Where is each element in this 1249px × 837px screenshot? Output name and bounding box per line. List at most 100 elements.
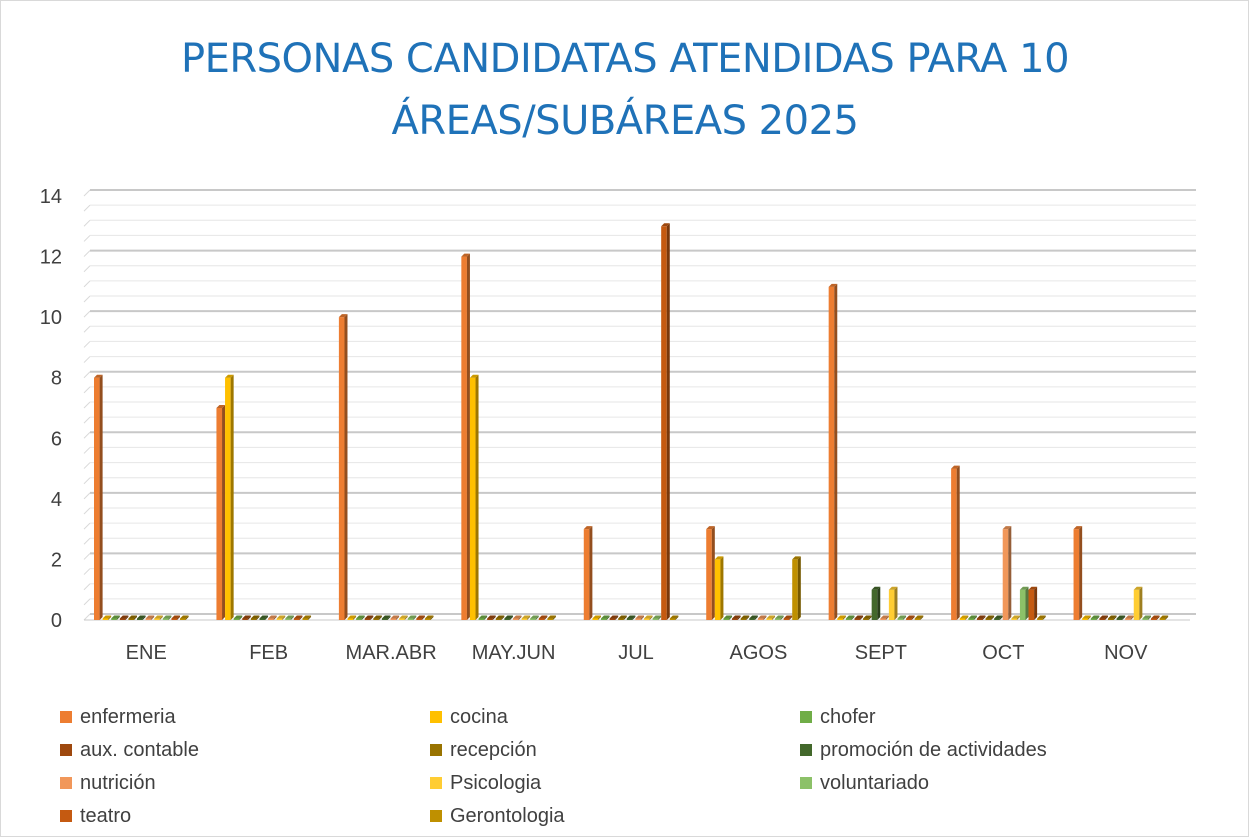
bar-top	[1142, 615, 1151, 619]
bar-front	[643, 618, 650, 620]
bar-front	[373, 618, 379, 620]
bar-side	[159, 615, 163, 620]
bar-enfermeria-feb	[216, 405, 226, 620]
bar-side	[222, 405, 226, 620]
bar-side	[911, 615, 915, 620]
bar-side	[518, 615, 522, 620]
bar-recepci-n-oct	[985, 615, 995, 620]
bar-side	[991, 615, 995, 620]
x-tick-label: NOV	[1104, 642, 1148, 664]
gridline-depth	[83, 613, 91, 621]
bar-recepci-n-sept	[863, 615, 872, 620]
bar-side	[177, 615, 180, 620]
legend-swatch	[430, 777, 442, 789]
bar-front	[128, 618, 134, 620]
bar-top	[792, 556, 801, 560]
bar-front	[216, 408, 223, 620]
bar-top	[381, 615, 391, 619]
bar-top	[390, 615, 400, 619]
bar-side	[675, 615, 679, 620]
legend-label: enfermeria	[80, 705, 176, 728]
bar-nutrici-n-nov	[1125, 615, 1134, 620]
bar-recepci-n-mar.abr	[373, 615, 382, 620]
bar-front	[285, 618, 291, 620]
bar-enfermeria-mar.abr	[338, 314, 348, 620]
gridline-depth	[83, 416, 91, 424]
bar-front	[259, 618, 266, 620]
bar-side	[185, 615, 189, 620]
bar-front	[1125, 618, 1131, 620]
bar-front	[959, 618, 966, 620]
bar-side	[501, 615, 505, 620]
x-tick-label: OCT	[982, 642, 1024, 664]
bar-side	[230, 374, 234, 620]
bar-promoci-n-de-actividades-may.jun	[504, 615, 513, 620]
bar-promoci-n-de-actividades-ene	[137, 615, 146, 620]
bar-front	[766, 618, 773, 620]
bar-cocina-jul	[592, 615, 601, 620]
gridline-depth	[83, 325, 91, 333]
bar-front	[495, 618, 502, 620]
x-tick-label: FEB	[249, 642, 288, 664]
bar-teatro-agos	[783, 615, 793, 620]
bar-front	[487, 618, 493, 620]
bar-side	[404, 615, 408, 620]
legend-item: teatro	[60, 805, 131, 827]
gridline-depth	[83, 553, 91, 560]
bar-top	[94, 374, 103, 378]
bar-front	[592, 618, 598, 620]
x-tick-label: MAY.JUN	[472, 642, 556, 664]
bar-front	[863, 618, 869, 620]
x-tick-label: ENE	[126, 642, 167, 664]
bar-top	[137, 615, 146, 619]
y-tick-label: 2	[51, 549, 62, 571]
bar-voluntariado-may.jun	[530, 615, 539, 620]
bar-top	[225, 374, 234, 378]
bar-top	[216, 405, 226, 408]
bar-cocina-ene	[102, 615, 112, 620]
bar-side	[965, 615, 969, 620]
x-tick-label: SEPT	[855, 642, 907, 664]
bar-enfermeria-oct	[951, 465, 960, 620]
bar-side	[1147, 615, 1151, 620]
bar-side	[789, 615, 793, 620]
bar-top	[111, 615, 120, 619]
bar-side	[597, 615, 601, 620]
bar-top	[276, 615, 286, 619]
bar-top	[618, 615, 627, 619]
bar-aux-contable-sept	[854, 615, 864, 620]
bar-side	[860, 615, 864, 620]
y-tick-label: 10	[40, 307, 62, 329]
bar-promoci-n-de-actividades-agos	[749, 615, 758, 620]
bar-top	[512, 615, 522, 619]
bar-teatro-nov	[1150, 615, 1160, 620]
bar-top	[538, 615, 548, 619]
bar-front	[145, 618, 152, 620]
bar-side	[239, 615, 243, 620]
bar-side	[466, 253, 470, 621]
bar-cocina-oct	[959, 615, 969, 620]
bar-top	[880, 615, 889, 619]
bar-side	[1113, 615, 1117, 620]
bar-side	[247, 615, 251, 620]
bar-front	[1011, 618, 1017, 620]
gridline-depth	[83, 583, 91, 591]
gridline-depth	[83, 462, 91, 469]
bar-nutrici-n-oct	[1002, 526, 1012, 620]
bar-front	[268, 618, 274, 620]
bar-side	[999, 615, 1003, 620]
bar-side	[142, 615, 146, 620]
bar-top	[285, 615, 294, 619]
legend-swatch	[60, 810, 72, 822]
legend-label: nutrición	[80, 771, 156, 794]
gridline-depth	[83, 280, 91, 288]
bar-gerontologia-oct	[1037, 615, 1046, 620]
bar-side	[868, 615, 872, 620]
bar-side	[1034, 586, 1038, 620]
bar-top	[242, 615, 251, 619]
bar-front	[293, 618, 300, 620]
bar-side	[885, 615, 889, 620]
bar-top	[530, 615, 539, 619]
bar-side	[658, 615, 662, 620]
bar-voluntariado-sept	[897, 615, 907, 620]
